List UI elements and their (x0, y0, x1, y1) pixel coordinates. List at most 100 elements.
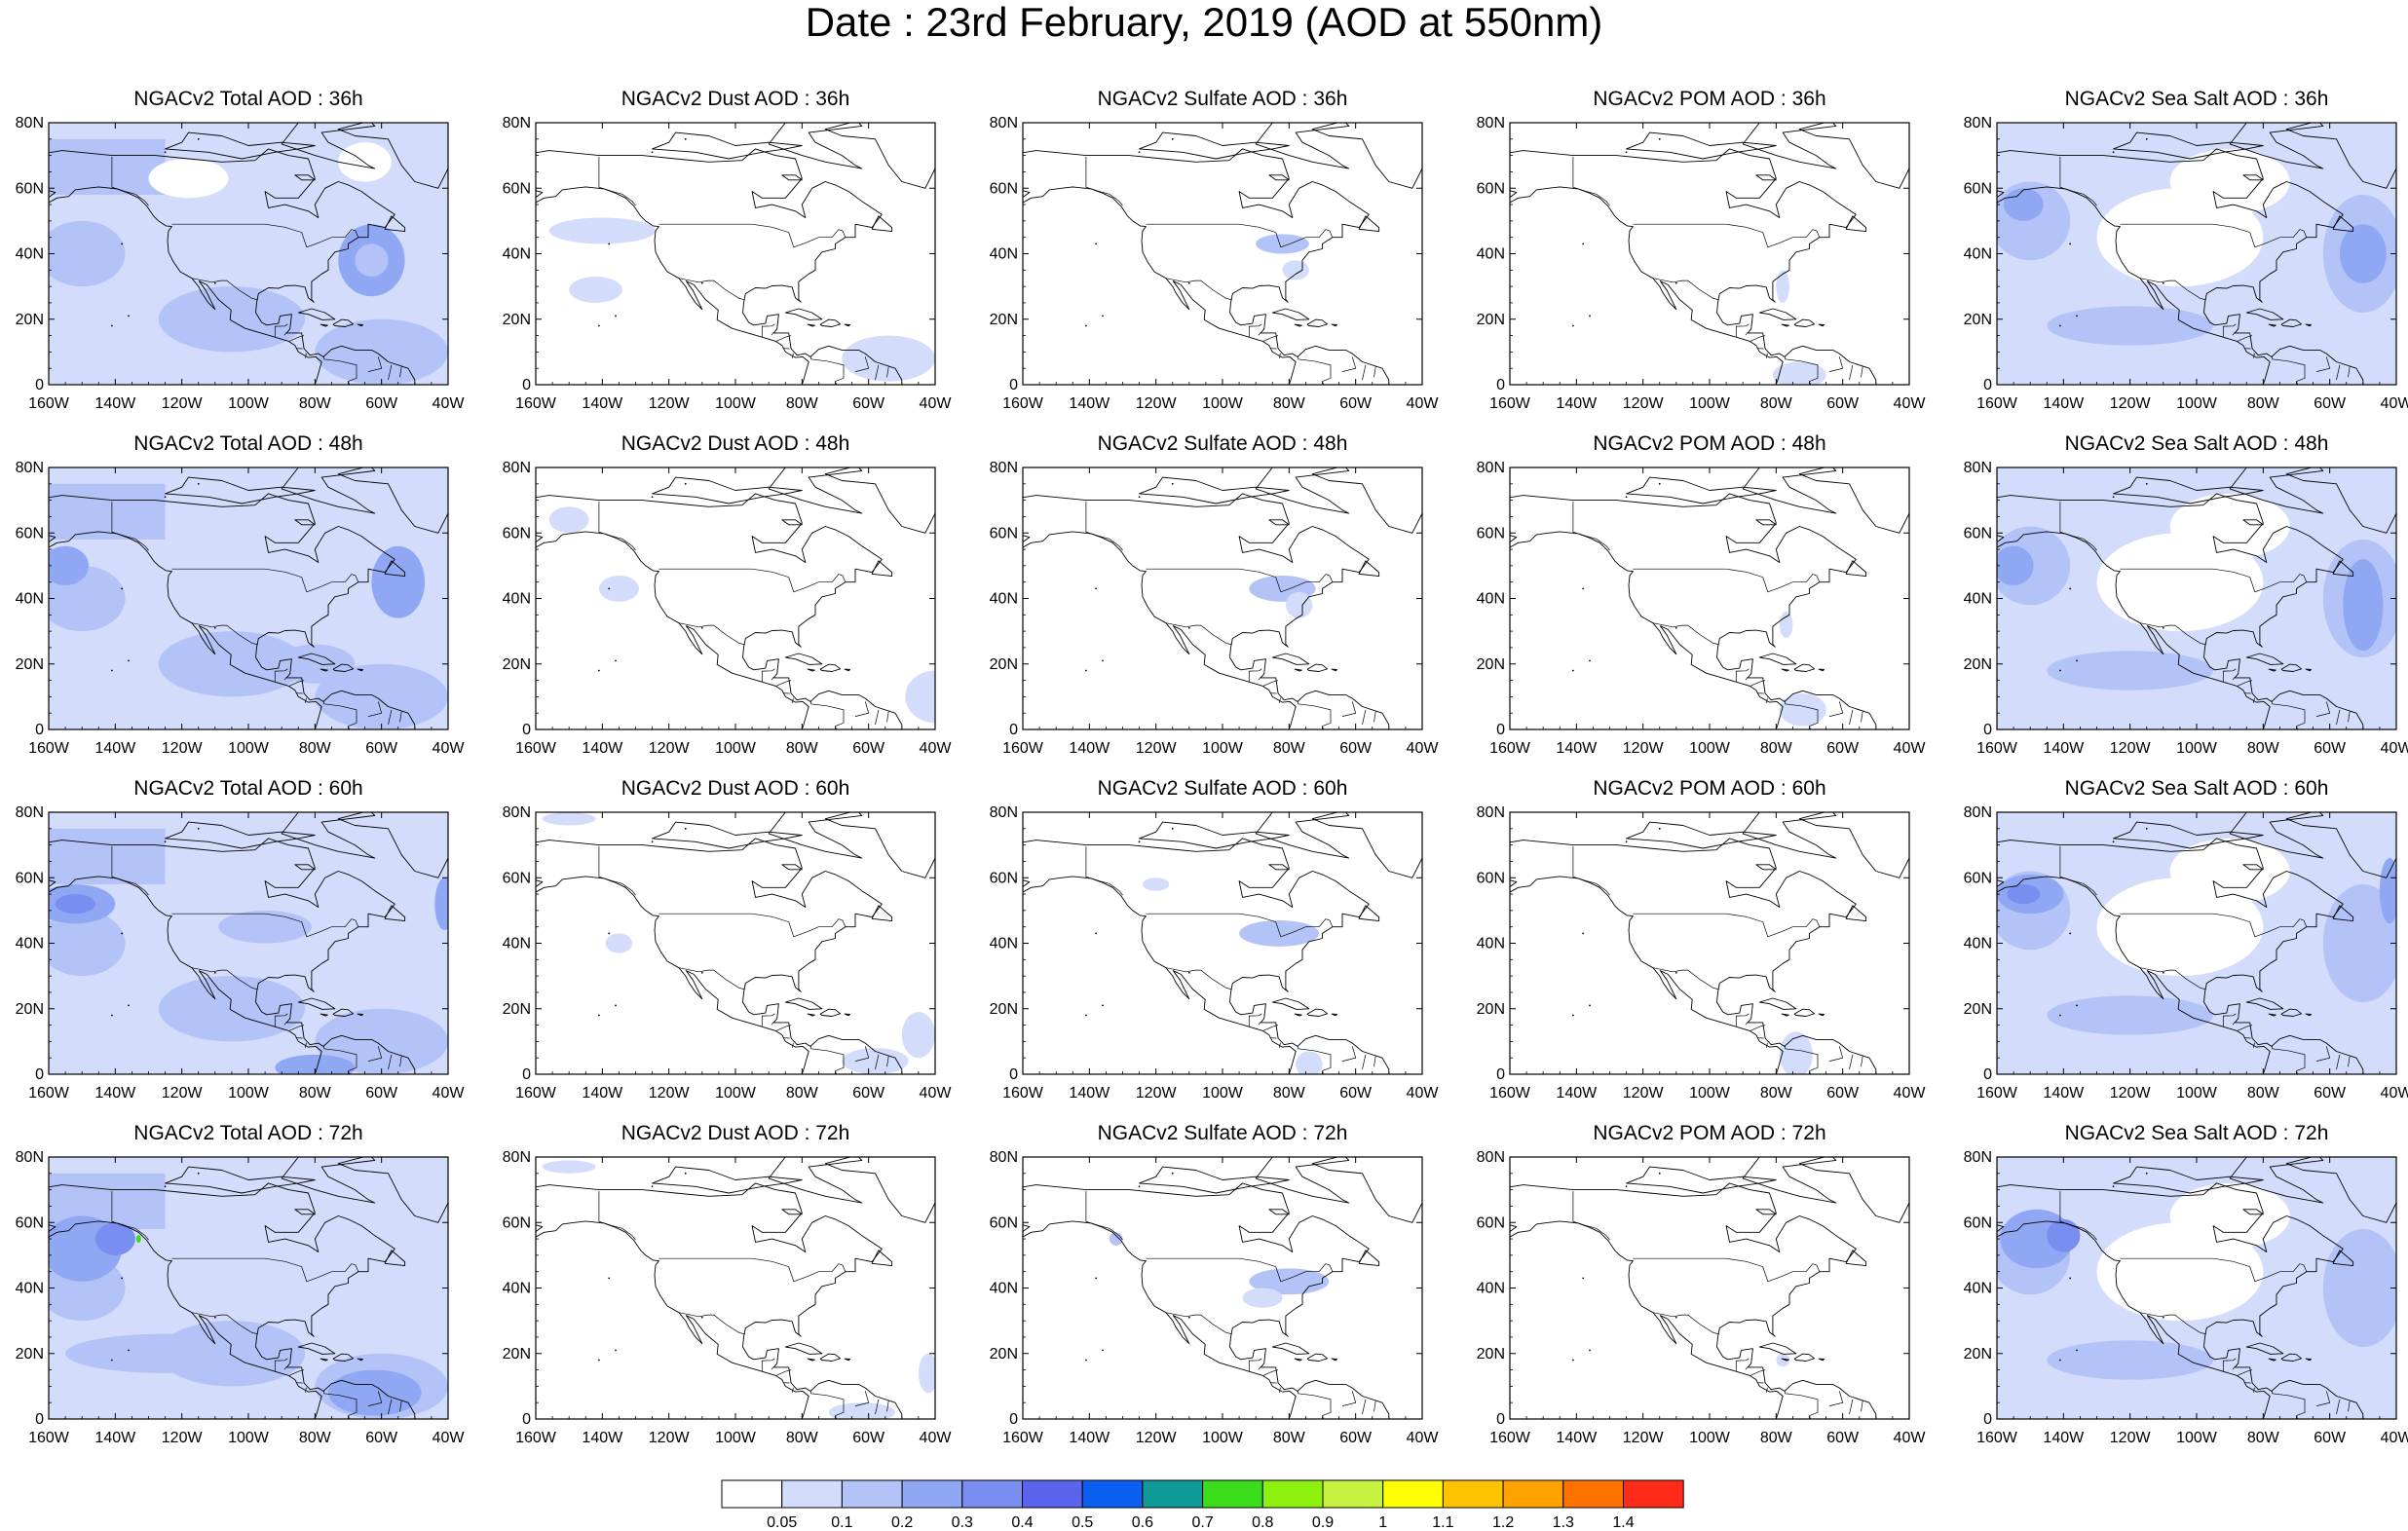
island (1589, 1004, 1591, 1007)
country-border (1849, 1399, 1854, 1415)
lon-tick-label: 60W (365, 1430, 398, 1446)
island (1187, 971, 1190, 974)
island (1102, 1349, 1104, 1352)
country-border (2232, 1021, 2236, 1026)
coastline (337, 123, 448, 189)
aod-field (49, 467, 448, 729)
country-border (367, 701, 383, 717)
country-border (283, 1021, 287, 1026)
coastline (2280, 318, 2303, 327)
country-border (1766, 1042, 1768, 1048)
lat-tick-label: 80N (990, 460, 1018, 476)
country-border (399, 366, 402, 378)
lat-tick-label: 80N (1477, 804, 1505, 821)
map-plot: 80N 60N 40N 20N 0 160W 140W 120W 100W 80W 60W 40W (1964, 115, 2408, 412)
lon-tick-label: 120W (162, 1430, 204, 1446)
coastline (781, 174, 803, 181)
country-border (305, 1042, 307, 1048)
map-plot: 80N 60N 40N 20N 0 160W 140W 120W 100W 80W 60W 40W (990, 115, 1440, 412)
island (128, 1004, 130, 1007)
lat-tick-label: 20N (990, 312, 1018, 328)
coastline (1023, 1182, 1390, 1419)
coastline (824, 1157, 935, 1223)
island (684, 137, 687, 140)
coastline (807, 668, 815, 672)
island (197, 137, 200, 140)
island (608, 587, 611, 590)
country-border (2253, 353, 2255, 358)
panel-title: NGACv2 POM AOD : 36h (1593, 88, 1826, 110)
country-border (658, 913, 847, 938)
lat-tick-label: 80N (503, 1149, 531, 1166)
lon-tick-label: 60W (1339, 395, 1373, 412)
country-border (761, 1013, 775, 1027)
lon-tick-label: 40W (920, 740, 953, 757)
coastline (824, 812, 935, 878)
colorbar-label: 1 (1378, 1514, 1387, 1531)
colorbar-swatch (1202, 1479, 1263, 1509)
coastline (1793, 1008, 1816, 1017)
lon-tick-label: 80W (1273, 395, 1306, 412)
colorbar-label: 1.4 (1612, 1514, 1634, 1531)
country-border (1165, 1312, 1232, 1335)
country-border (598, 157, 636, 206)
coastline (332, 1353, 355, 1362)
coastline (1331, 668, 1337, 672)
coastline (384, 1250, 406, 1267)
colorbar-swatch (1442, 1479, 1504, 1509)
country-border (771, 331, 774, 336)
country-border (1248, 1358, 1262, 1372)
aod-shade (828, 1402, 895, 1419)
lon-tick-label: 60W (852, 395, 885, 412)
lon-tick-label: 80W (786, 1085, 819, 1102)
map-panel-dust-48h: NGACv2 Dust AOD : 48h 80N 60N 40N 20N 0 160W 14… (492, 432, 979, 764)
country-border (1085, 502, 1123, 551)
lat-tick-label: 80N (16, 1149, 44, 1166)
lat-tick-label: 40N (16, 936, 44, 952)
lon-tick-label: 80W (1273, 740, 1306, 757)
coastline (784, 308, 823, 320)
country-border (1362, 1399, 1367, 1415)
country-border (1298, 701, 1332, 729)
coastline (652, 821, 803, 849)
lat-tick-label: 0 (1983, 1411, 1992, 1428)
lon-tick-label: 100W (1689, 1430, 1731, 1446)
coastline (1306, 663, 1329, 672)
coastline (1626, 821, 1777, 849)
lon-tick-label: 60W (365, 1085, 398, 1102)
coastline (844, 323, 850, 327)
aod-field (1510, 812, 1909, 1074)
lon-tick-label: 80W (1760, 740, 1793, 757)
colorbar-label: 0.5 (1072, 1514, 1093, 1531)
aod-shade (158, 976, 306, 1042)
country-border (323, 356, 357, 385)
coastline (1268, 1209, 1290, 1215)
map-plot: 80N 60N 40N 20N 0 160W 140W 120W 100W 80W 60W 40W (1477, 1149, 1927, 1446)
aod-field (49, 812, 448, 1074)
lon-tick-label: 40W (1407, 1430, 1440, 1446)
aod-shade (1109, 1232, 1123, 1246)
coastline (844, 1013, 850, 1017)
coastline (49, 493, 416, 729)
coastline (294, 864, 316, 871)
coastline (781, 864, 803, 871)
country-border (1735, 323, 1750, 338)
colorbar-swatch (1562, 1479, 1625, 1509)
aod-shade (2007, 883, 2041, 905)
lat-tick-label: 0 (1983, 722, 1992, 738)
coastline (871, 1250, 893, 1267)
lon-tick-label: 40W (2381, 1085, 2408, 1102)
lon-tick-label: 120W (649, 1085, 691, 1102)
coastline (2242, 864, 2264, 871)
country-border (1828, 1046, 1844, 1062)
aod-shade (605, 933, 633, 953)
map-panel-pom-36h: NGACv2 POM AOD : 36h 80N 60N 40N 20N 0 160W 140… (1466, 88, 1953, 419)
lon-tick-label: 80W (786, 740, 819, 757)
island (608, 1277, 611, 1280)
country-border (388, 709, 393, 726)
coastline (294, 519, 316, 526)
aod-shade (2169, 148, 2290, 215)
island (1085, 324, 1087, 327)
coastline (1294, 323, 1302, 327)
lon-tick-label: 140W (1556, 1085, 1598, 1102)
